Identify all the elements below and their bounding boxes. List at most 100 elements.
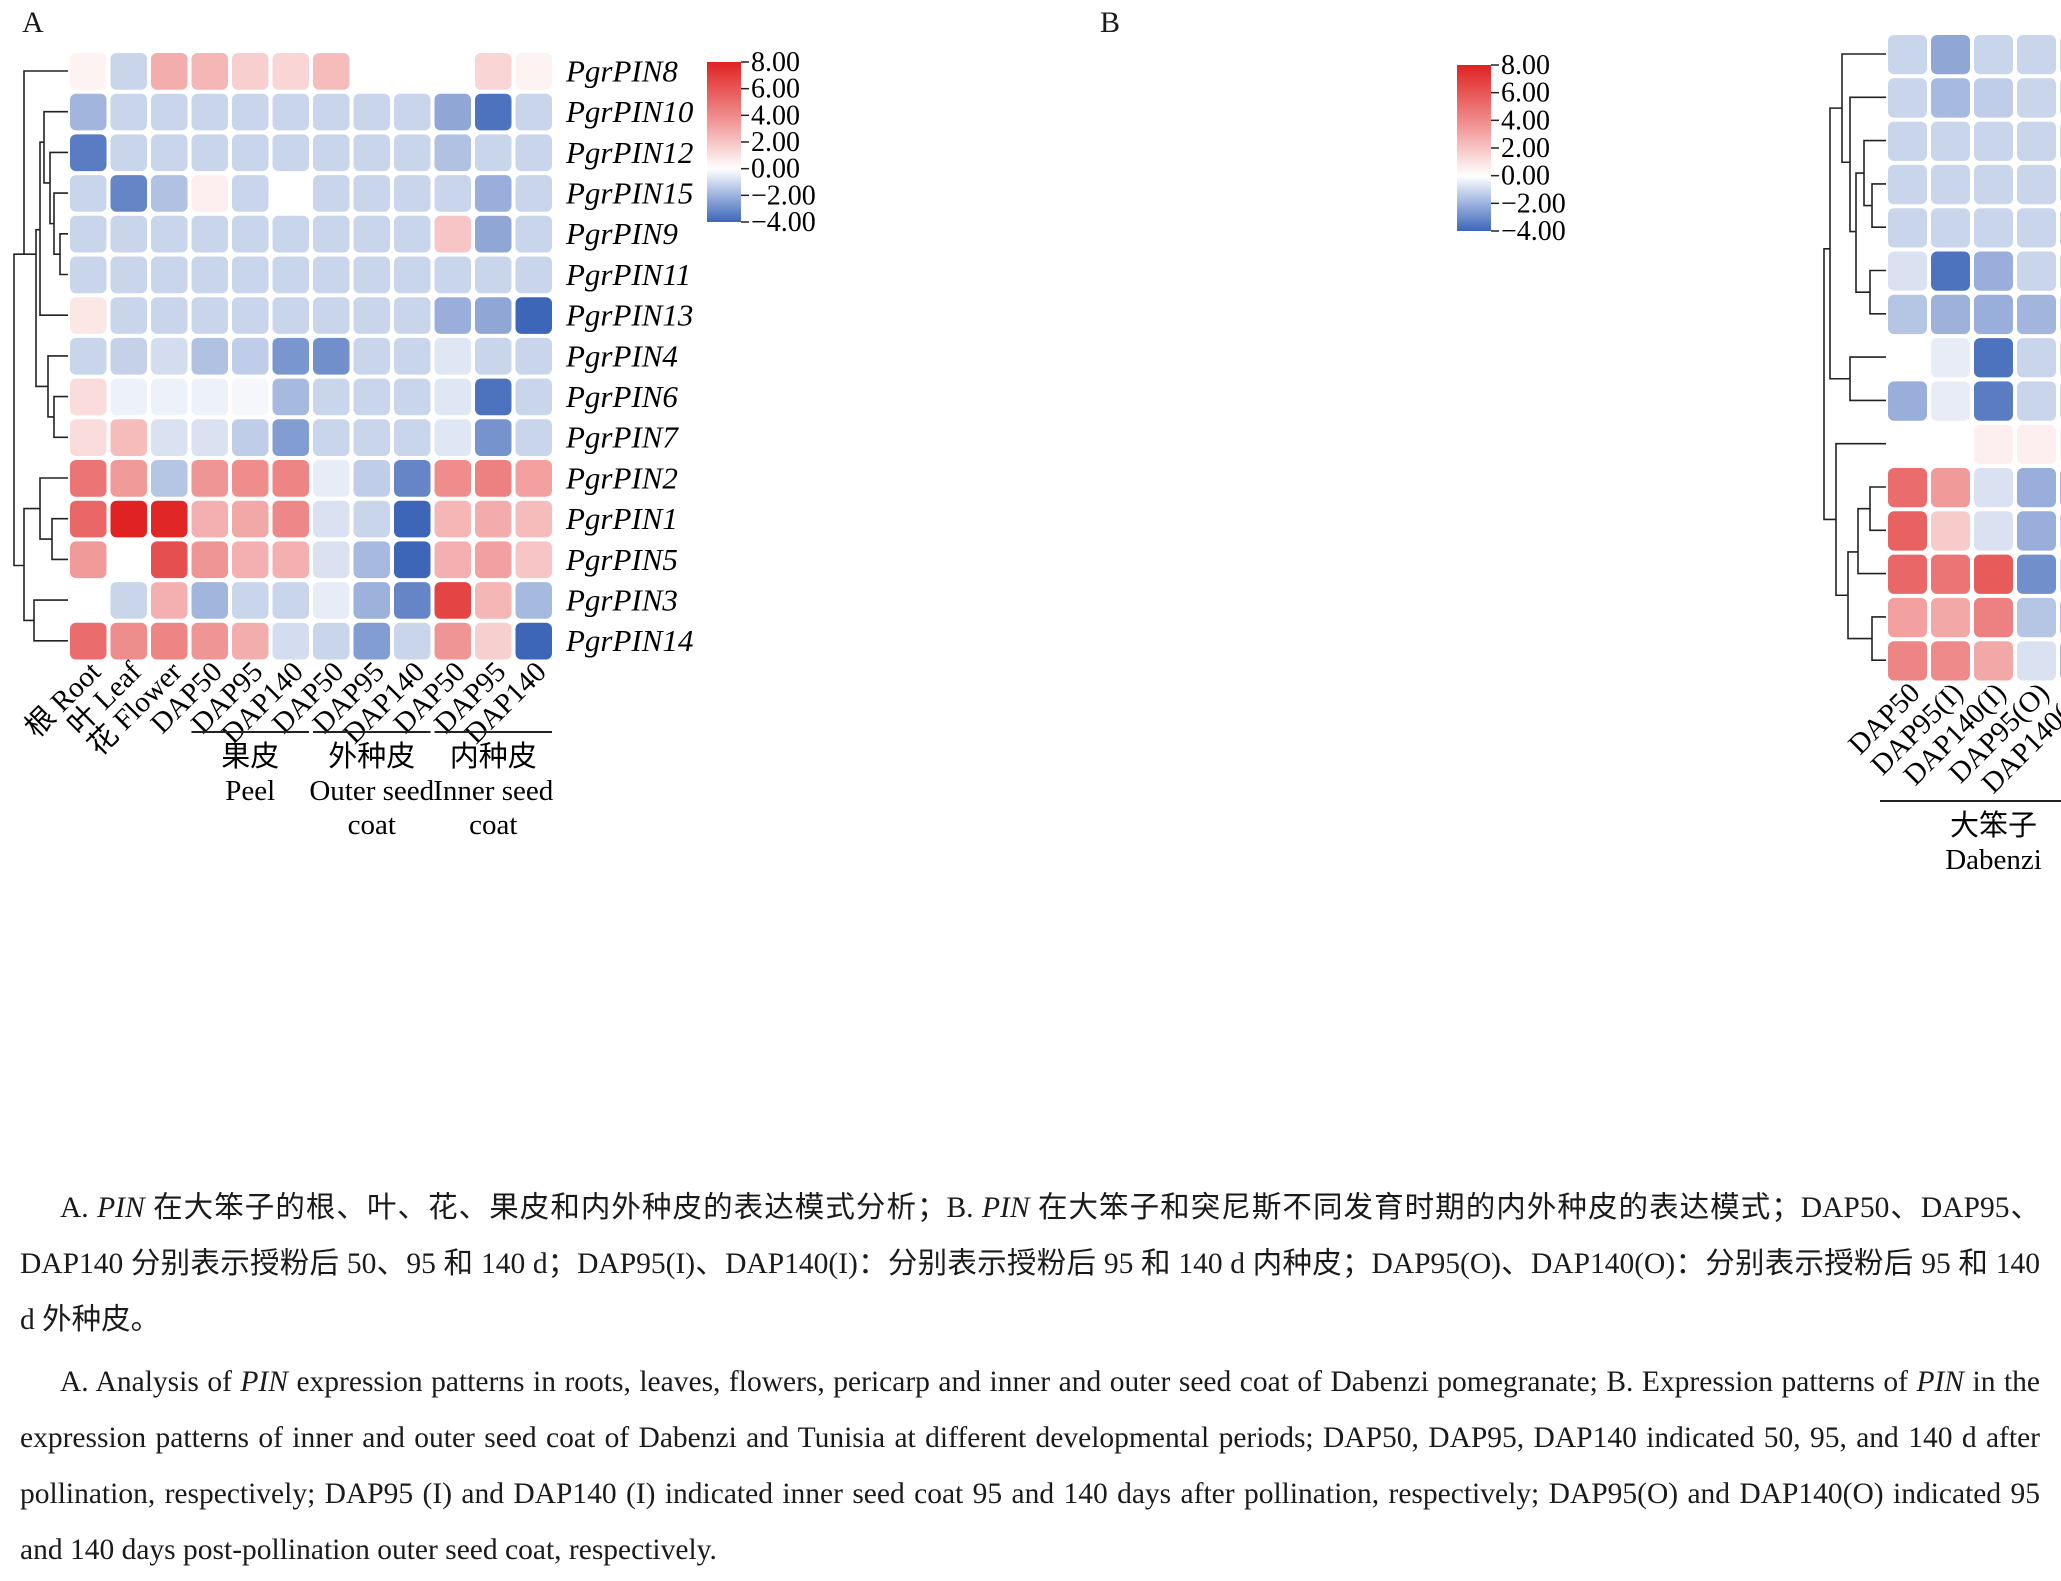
heatmap-a-cell [515,215,552,253]
heatmap-a-row-label: PgrPIN5 [565,542,678,577]
heatmap-a: PgrPIN8 PgrPIN10 PgrPIN12 PgrPIN15 PgrPIN9 Pg… [13,47,816,841]
heatmap-a-row-label: PgrPIN4 [565,338,678,373]
heatmap-a-cell [313,297,350,334]
heatmap-b-cell [1888,424,1927,464]
heatmap-a-cell [515,337,552,375]
heatmap-a-cell [151,134,188,172]
dendrogram-a-branch [39,477,68,540]
panel-b-label: B [1100,6,1121,39]
heatmap-a-cell [110,175,147,212]
heatmap-a-cell [313,337,350,375]
heatmap-b-cell [1931,641,1970,681]
heatmap-a-row-label: PgrPIN2 [565,460,678,495]
heatmap-b-cell [2017,641,2056,681]
heatmap-a-cell [394,53,431,90]
heatmap-b-cell [1931,381,1970,421]
dendrogram-a-branch [53,192,68,255]
heatmap-a-cell [475,215,512,253]
heatmap-a-cell [475,378,512,416]
heatmap-a-cell [434,622,471,660]
heatmap-a-cell [353,53,390,90]
dendrogram-b-branch [1829,107,1850,380]
dendrogram-a-branch [23,70,68,255]
heatmap-a-cell [394,460,431,497]
heatmap-b-cell [1888,597,1927,638]
heatmap-b-cell [1888,121,1927,161]
heatmap-b-cell [1931,294,1970,335]
heatmap-a-row-label: PgrPIN12 [565,135,693,170]
heatmap-a-cell [313,541,350,579]
dendrogram-b-branch [1871,183,1886,228]
heatmap-a-cell [353,622,390,660]
heatmap-a-cell [191,582,228,619]
heatmap-a-cell [151,297,188,334]
heatmap-b-cell [1888,468,1927,508]
heatmap-a-cell [191,541,228,579]
heatmap-a-cell [272,215,309,253]
heatmap-a-cell [353,175,390,212]
heatmap-a-cell [475,256,512,294]
heatmap-a-cell [434,134,471,172]
dendrogram-b-branch [1855,172,1870,293]
heatmap-a-group-label-en: Inner seed [433,775,553,807]
heatmap-a-cell [232,175,269,212]
heatmap-a-row-label: PgrPIN10 [565,94,694,129]
heatmap-b-cell [2017,424,2056,464]
heatmap-b-cell [1974,35,2013,75]
dendrogram-b [1823,53,1886,661]
heatmap-a-group-label-cn: 内种皮 [450,740,537,773]
heatmap-a-cell [434,460,471,497]
figure-caption: A. PIN 在大笨子的根、叶、花、果皮和内外种皮的表达模式分析；B. PIN … [20,1180,2040,1578]
heatmap-a-cell [313,622,350,660]
dendrogram-b-branch [1835,442,1886,597]
heatmap-a-cell [232,134,269,172]
heatmap-a-cell [353,337,390,375]
heatmap-b-cell [1931,468,1970,508]
heatmap-a-cell [394,500,431,538]
heatmap-a-row-label: PgrPIN6 [565,379,678,414]
heatmap-b-cell [2017,251,2056,291]
heatmap-a-cell [110,256,147,294]
heatmap-a-cell [191,378,228,416]
heatmap-a-cell [70,541,107,579]
heatmap-a-cell [151,541,188,579]
dendrogram-b-branch [1857,507,1886,575]
heatmap-b-cell [2017,338,2056,378]
heatmap-b-cell [1888,381,1927,421]
heatmap-a-cell [70,337,107,375]
heatmap-a-cell [110,500,147,538]
heatmap-a-cell [272,297,309,334]
heatmap-a-cell [151,53,188,90]
legend-b-tick-label: 8.00 [1501,50,1550,81]
heatmap-b-cell [1931,338,1970,378]
heatmap-b-cell [1931,511,1970,551]
heatmap-a-cell [70,460,107,497]
dendrogram-a-branch [53,395,68,439]
heatmap-a-cell [151,419,188,456]
dendrogram-a-branch [47,355,68,418]
heatmap-a-cell [434,256,471,294]
heatmap-b-cell [1974,208,2013,248]
dendrogram-b-branch [1847,551,1872,640]
heatmap-a-cell [313,215,350,253]
heatmap-a-cell [191,215,228,253]
caption-en: A. Analysis of PIN expression patterns i… [20,1366,2040,1566]
heatmap-a-cell [475,460,512,497]
dendrogram-a [13,70,68,642]
heatmap-b-cell [1888,641,1927,681]
heatmap-a-cell [272,419,309,456]
heatmap-a-cell [70,93,107,131]
heatmap-a-cell [110,93,147,131]
heatmap-a-cell [313,582,350,619]
heatmap-a-cell [313,500,350,538]
heatmap-a-cell [110,541,147,579]
heatmap-a-row-label: PgrPIN11 [565,257,691,292]
dendrogram-b-branch [1863,139,1886,207]
heatmap-b-cell [2017,554,2056,594]
dendrogram-a-branch [33,599,68,642]
heatmap-b-cell [1888,208,1927,248]
heatmap-a-cell [151,93,188,131]
heatmap-a-row-label: PgrPIN9 [565,216,678,251]
heatmap-a-cell [394,175,431,212]
heatmap-a-cell [272,500,309,538]
